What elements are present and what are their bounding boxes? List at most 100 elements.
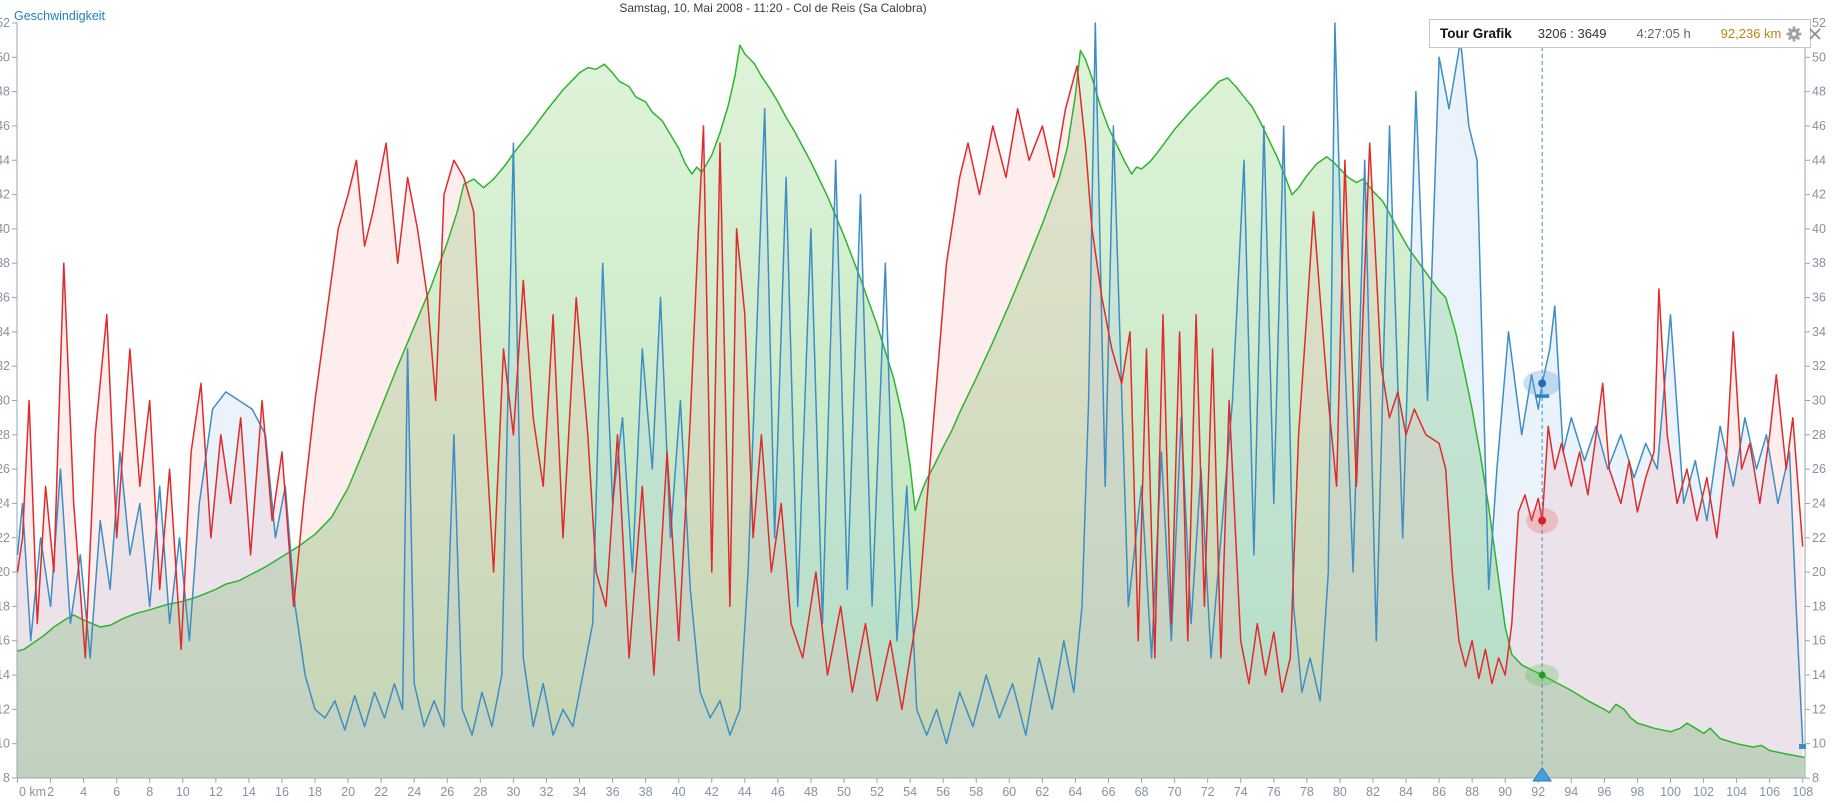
chart-end-marker <box>1799 744 1806 749</box>
x-axis-tick-label: 26 <box>440 785 454 799</box>
altitude-up-down-value: 3206 : 3649 <box>1537 26 1607 41</box>
left-axis-tick-label: 26 <box>0 462 10 476</box>
x-axis-tick-label: 14 <box>242 785 256 799</box>
left-axis-tick-label: 36 <box>0 291 10 305</box>
left-axis-tick-label: 52 <box>0 16 10 30</box>
red-series-line <box>16 65 1804 711</box>
x-axis-tick-label: 70 <box>1168 785 1182 799</box>
x-axis-tick-label: 96 <box>1597 785 1611 799</box>
x-axis-tick-label: 34 <box>573 785 587 799</box>
page-title: Samstag, 10. Mai 2008 - 11:20 - Col de R… <box>619 1 927 15</box>
right-axis-tick-label: 24 <box>1812 496 1826 510</box>
x-axis-tick-label: 88 <box>1465 785 1479 799</box>
right-axis-tick-label: 40 <box>1812 222 1826 236</box>
x-axis-tick-label: 44 <box>738 785 752 799</box>
left-axis-tick-label: 30 <box>0 394 10 408</box>
x-axis-tick-label: 38 <box>639 785 653 799</box>
x-axis-tick-label: 66 <box>1102 785 1116 799</box>
x-axis-tick-label: 12 <box>209 785 223 799</box>
left-axis-tick-label: 20 <box>0 565 10 579</box>
x-axis-tick-label: 10 <box>176 785 190 799</box>
x-axis-tick-label: 60 <box>1002 785 1016 799</box>
right-axis-tick-label: 16 <box>1812 634 1826 648</box>
x-axis-tick-label: 32 <box>540 785 554 799</box>
left-axis-tick-label: 38 <box>0 256 10 270</box>
x-axis-tick-label: 90 <box>1498 785 1512 799</box>
gear-icon[interactable] <box>1785 24 1803 44</box>
x-axis-tick-label: 48 <box>804 785 818 799</box>
x-axis-tick-label: 52 <box>870 785 884 799</box>
left-axis-tick-label: 10 <box>0 737 10 751</box>
speed-marker-tick <box>1535 394 1550 398</box>
speed-marker-dot <box>1538 379 1547 388</box>
x-axis-tick-label: 72 <box>1201 785 1215 799</box>
right-axis-tick-label: 46 <box>1812 119 1826 133</box>
x-axis-tick-label: 104 <box>1726 785 1747 799</box>
right-axis-tick-label: 52 <box>1812 16 1826 30</box>
left-axis-tick-label: 34 <box>0 325 10 339</box>
x-axis-tick-label: 24 <box>407 785 421 799</box>
x-axis-tick-label: 0 km <box>19 785 46 799</box>
right-axis-tick-label: 18 <box>1812 599 1826 613</box>
x-axis-tick-label: 74 <box>1234 785 1248 799</box>
tour-distance-value: 92,236 km <box>1720 26 1782 41</box>
x-axis-tick-label: 40 <box>672 785 686 799</box>
x-axis-tick-label: 106 <box>1759 785 1780 799</box>
left-axis-tick-label: 48 <box>0 85 10 99</box>
x-axis-tick-label: 20 <box>341 785 355 799</box>
x-axis-tick-label: 84 <box>1399 785 1413 799</box>
red-series-area <box>17 65 1803 778</box>
x-axis-tick-label: 98 <box>1630 785 1644 799</box>
x-axis-tick-label: 86 <box>1432 785 1446 799</box>
x-axis-tick-label: 108 <box>1792 785 1813 799</box>
altitude-marker-dot <box>1538 671 1546 679</box>
position-slider[interactable] <box>1532 767 1553 782</box>
left-axis-tick-label: 42 <box>0 188 10 202</box>
close-icon[interactable] <box>1808 24 1822 44</box>
x-axis-tick-label: 58 <box>969 785 983 799</box>
x-axis-tick-label: 54 <box>903 785 917 799</box>
x-axis-tick-label: 8 <box>146 785 153 799</box>
tooltip-title: Tour Grafik <box>1440 26 1512 41</box>
x-axis-tick-label: 6 <box>113 785 120 799</box>
left-axis-tick-label: 16 <box>0 634 10 648</box>
x-axis-tick-label: 2 <box>47 785 54 799</box>
x-axis-tick-label: 16 <box>275 785 289 799</box>
x-axis-tick-label: 4 <box>80 785 87 799</box>
left-axis-tick-label: 40 <box>0 222 10 236</box>
tour-grafik-tooltip: Tour Grafik 3206 : 3649 4:27:05 h 92,236… <box>1429 19 1821 48</box>
right-axis-tick-label: 10 <box>1812 737 1826 751</box>
x-axis-tick-label: 76 <box>1267 785 1281 799</box>
x-axis-tick-label: 28 <box>473 785 487 799</box>
left-axis-tick-label: 8 <box>3 771 10 785</box>
x-axis-tick-label: 94 <box>1564 785 1578 799</box>
x-axis-tick-label: 80 <box>1333 785 1347 799</box>
right-axis-tick-label: 38 <box>1812 256 1826 270</box>
x-axis-tick-label: 30 <box>506 785 520 799</box>
x-axis-tick-label: 78 <box>1300 785 1314 799</box>
right-axis-tick-label: 22 <box>1812 531 1826 545</box>
left-axis-tick-label: 24 <box>0 496 10 510</box>
left-axis-tick-label: 12 <box>0 702 10 716</box>
right-axis-tick-label: 34 <box>1812 325 1826 339</box>
x-axis-tick-label: 100 <box>1660 785 1681 799</box>
x-axis-tick-label: 82 <box>1366 785 1380 799</box>
speed-line <box>16 22 1804 745</box>
left-axis-label-speed: Geschwindigkeit <box>14 9 106 23</box>
right-axis-tick-label: 42 <box>1812 188 1826 202</box>
left-axis-tick-label: 22 <box>0 531 10 545</box>
x-axis-tick-label: 68 <box>1135 785 1149 799</box>
right-axis-tick-label: 28 <box>1812 428 1826 442</box>
x-axis-tick-label: 22 <box>374 785 388 799</box>
x-axis-tick-label: 42 <box>705 785 719 799</box>
x-axis-tick-label: 18 <box>308 785 322 799</box>
right-axis-tick-label: 30 <box>1812 394 1826 408</box>
left-axis-tick-label: 14 <box>0 668 10 682</box>
tour-duration-value: 4:27:05 h <box>1636 26 1691 41</box>
left-axis-tick-label: 50 <box>0 50 10 64</box>
x-axis-tick-label: 92 <box>1531 785 1545 799</box>
x-axis-tick-label: 62 <box>1035 785 1049 799</box>
x-axis-tick-label: 46 <box>771 785 785 799</box>
